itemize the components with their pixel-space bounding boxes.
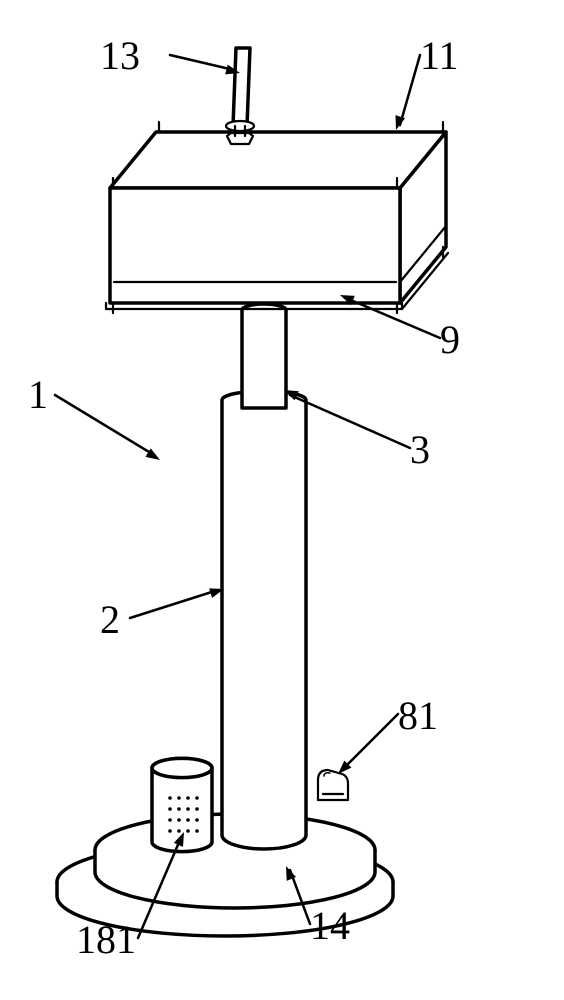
callout-2: 2 — [100, 600, 120, 640]
callout-14: 14 — [310, 906, 350, 946]
callout-11: 11 — [420, 36, 459, 76]
callout-9: 9 — [440, 320, 460, 360]
callout-13: 13 — [100, 36, 140, 76]
callout-3: 3 — [410, 430, 430, 470]
callout-181: 181 — [76, 920, 136, 960]
figure-svg — [0, 0, 564, 1000]
callout-81: 81 — [398, 696, 438, 736]
callout-1: 1 — [28, 375, 48, 415]
